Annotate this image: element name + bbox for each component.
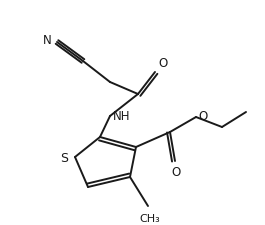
Text: S: S (60, 151, 68, 164)
Text: O: O (171, 165, 181, 178)
Text: O: O (158, 57, 167, 70)
Text: O: O (198, 110, 207, 123)
Text: N: N (43, 34, 52, 47)
Text: NH: NH (113, 110, 130, 123)
Text: CH₃: CH₃ (140, 213, 160, 223)
